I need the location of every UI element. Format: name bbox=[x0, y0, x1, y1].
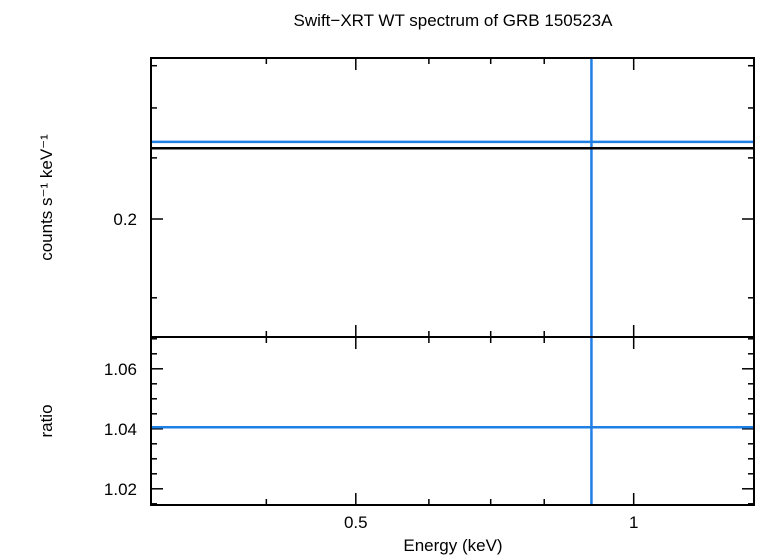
spectrum-frame bbox=[150, 57, 755, 338]
chart-title: Swift−XRT WT spectrum of GRB 150523A bbox=[294, 11, 614, 30]
x-axis-label: Energy (keV) bbox=[403, 536, 502, 555]
x-tick-label: 0.5 bbox=[344, 513, 368, 532]
spectrum-y-tick-label: 0.2 bbox=[113, 210, 137, 229]
ratio-y-tick-label: 1.02 bbox=[104, 480, 137, 499]
ratio-y-tick-label: 1.04 bbox=[104, 420, 137, 439]
spectrum-y-axis-label: counts s⁻¹ keV⁻¹ bbox=[37, 134, 56, 261]
ratio-frame bbox=[150, 336, 755, 506]
ratio-panel: 1.02 1.04 1.06 ratio bbox=[37, 336, 755, 506]
x-tick-label: 1 bbox=[629, 513, 638, 532]
plot-panels: 0.2 counts s⁻¹ keV⁻¹ 1.02 1.04 1.06 ratio 0.5 1 bbox=[37, 57, 755, 532]
spectrum-panel: 0.2 counts s⁻¹ keV⁻¹ bbox=[37, 57, 755, 338]
ratio-y-tick-label: 1.06 bbox=[104, 360, 137, 379]
ratio-y-axis-label: ratio bbox=[37, 404, 56, 437]
